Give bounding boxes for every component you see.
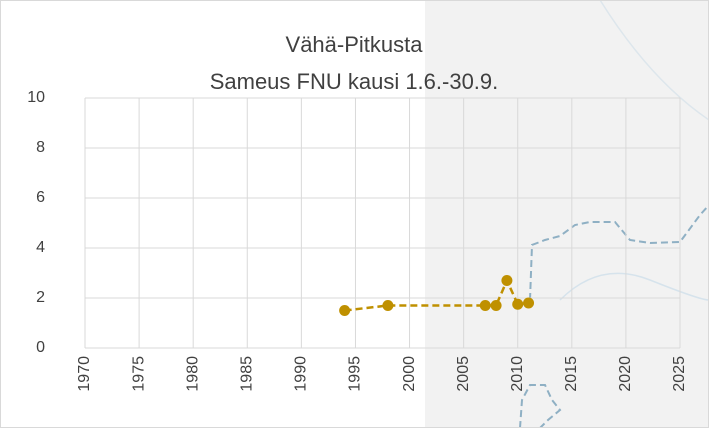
map-area	[425, 0, 709, 428]
y-tick-label: 10	[27, 89, 45, 106]
x-tick-label: 1985	[238, 356, 255, 392]
chart-title: Vähä-Pitkusta	[286, 32, 424, 57]
data-point	[523, 297, 535, 309]
y-tick-label: 2	[36, 289, 45, 306]
x-tick-label: 2015	[563, 356, 580, 392]
y-tick-label: 0	[36, 339, 45, 356]
y-tick-label: 6	[36, 189, 45, 206]
map-river	[529, 204, 709, 301]
x-tick-label: 1970	[76, 356, 93, 392]
map-road	[559, 272, 709, 301]
x-tick-label: 1990	[293, 356, 310, 392]
x-tick-label: 2000	[401, 356, 418, 392]
data-point	[501, 275, 513, 286]
x-tick-label: 1995	[347, 356, 364, 392]
data-point	[382, 300, 394, 311]
map-background	[425, 0, 709, 428]
y-tick-label: 8	[36, 139, 45, 156]
y-tick-label: 4	[36, 239, 45, 256]
x-tick-label: 1980	[184, 356, 201, 392]
x-tick-label: 1975	[130, 356, 147, 392]
data-point	[512, 298, 524, 310]
data-point	[479, 300, 491, 311]
x-tick-label: 2020	[617, 356, 634, 392]
data-point	[490, 300, 502, 311]
x-tick-label: 2005	[455, 356, 472, 392]
chart-subtitle: Sameus FNU kausi 1.6.-30.9.	[210, 69, 499, 94]
x-tick-label: 2025	[671, 356, 688, 392]
map-road	[599, 0, 709, 121]
data-point	[339, 305, 351, 316]
x-tick-label: 2010	[509, 356, 526, 392]
map-river	[519, 384, 562, 428]
